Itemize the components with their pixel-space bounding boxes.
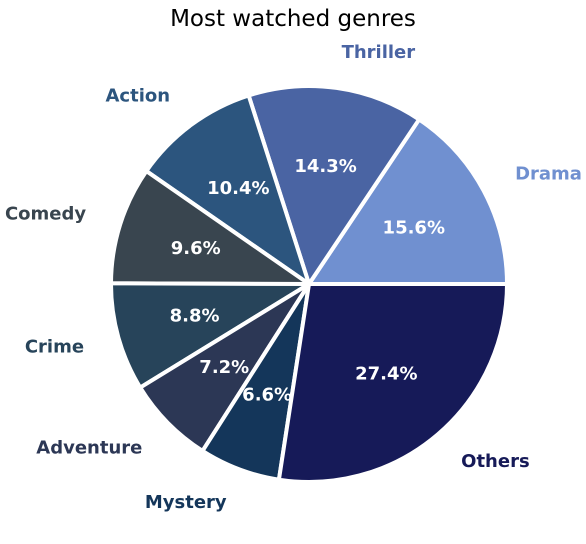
pct-label-action: 10.4% (207, 178, 269, 199)
category-label-crime: Crime (25, 337, 84, 358)
slices-layer (109, 84, 509, 484)
pct-label-comedy: 9.6% (171, 238, 221, 259)
category-label-others: Others (461, 451, 530, 472)
pct-label-thriller: 14.3% (294, 156, 356, 177)
labels-layer: 15.6% Drama 14.3% Thriller 10.4% Action 9.6% Co… (5, 42, 582, 513)
pie-slice-comedy (109, 169, 311, 286)
pct-label-others: 27.4% (355, 364, 417, 385)
pct-label-crime: 8.8% (170, 306, 220, 327)
category-label-action: Action (106, 86, 171, 107)
category-label-drama: Drama (515, 163, 582, 184)
category-label-adventure: Adventure (36, 437, 142, 458)
pct-label-mystery: 6.6% (242, 385, 292, 406)
category-label-comedy: Comedy (5, 203, 86, 224)
pct-label-adventure: 7.2% (199, 357, 249, 378)
category-label-thriller: Thriller (342, 42, 416, 63)
pie-slice-action (144, 93, 311, 286)
category-label-mystery: Mystery (145, 492, 227, 513)
pie-slice-thriller (246, 84, 422, 286)
pie-slice-others (276, 282, 509, 484)
pct-label-drama: 15.6% (383, 218, 445, 239)
pie-slice-crime (109, 281, 311, 390)
chart-title: Most watched genres (170, 6, 416, 32)
pie-slice-drama (307, 117, 509, 286)
